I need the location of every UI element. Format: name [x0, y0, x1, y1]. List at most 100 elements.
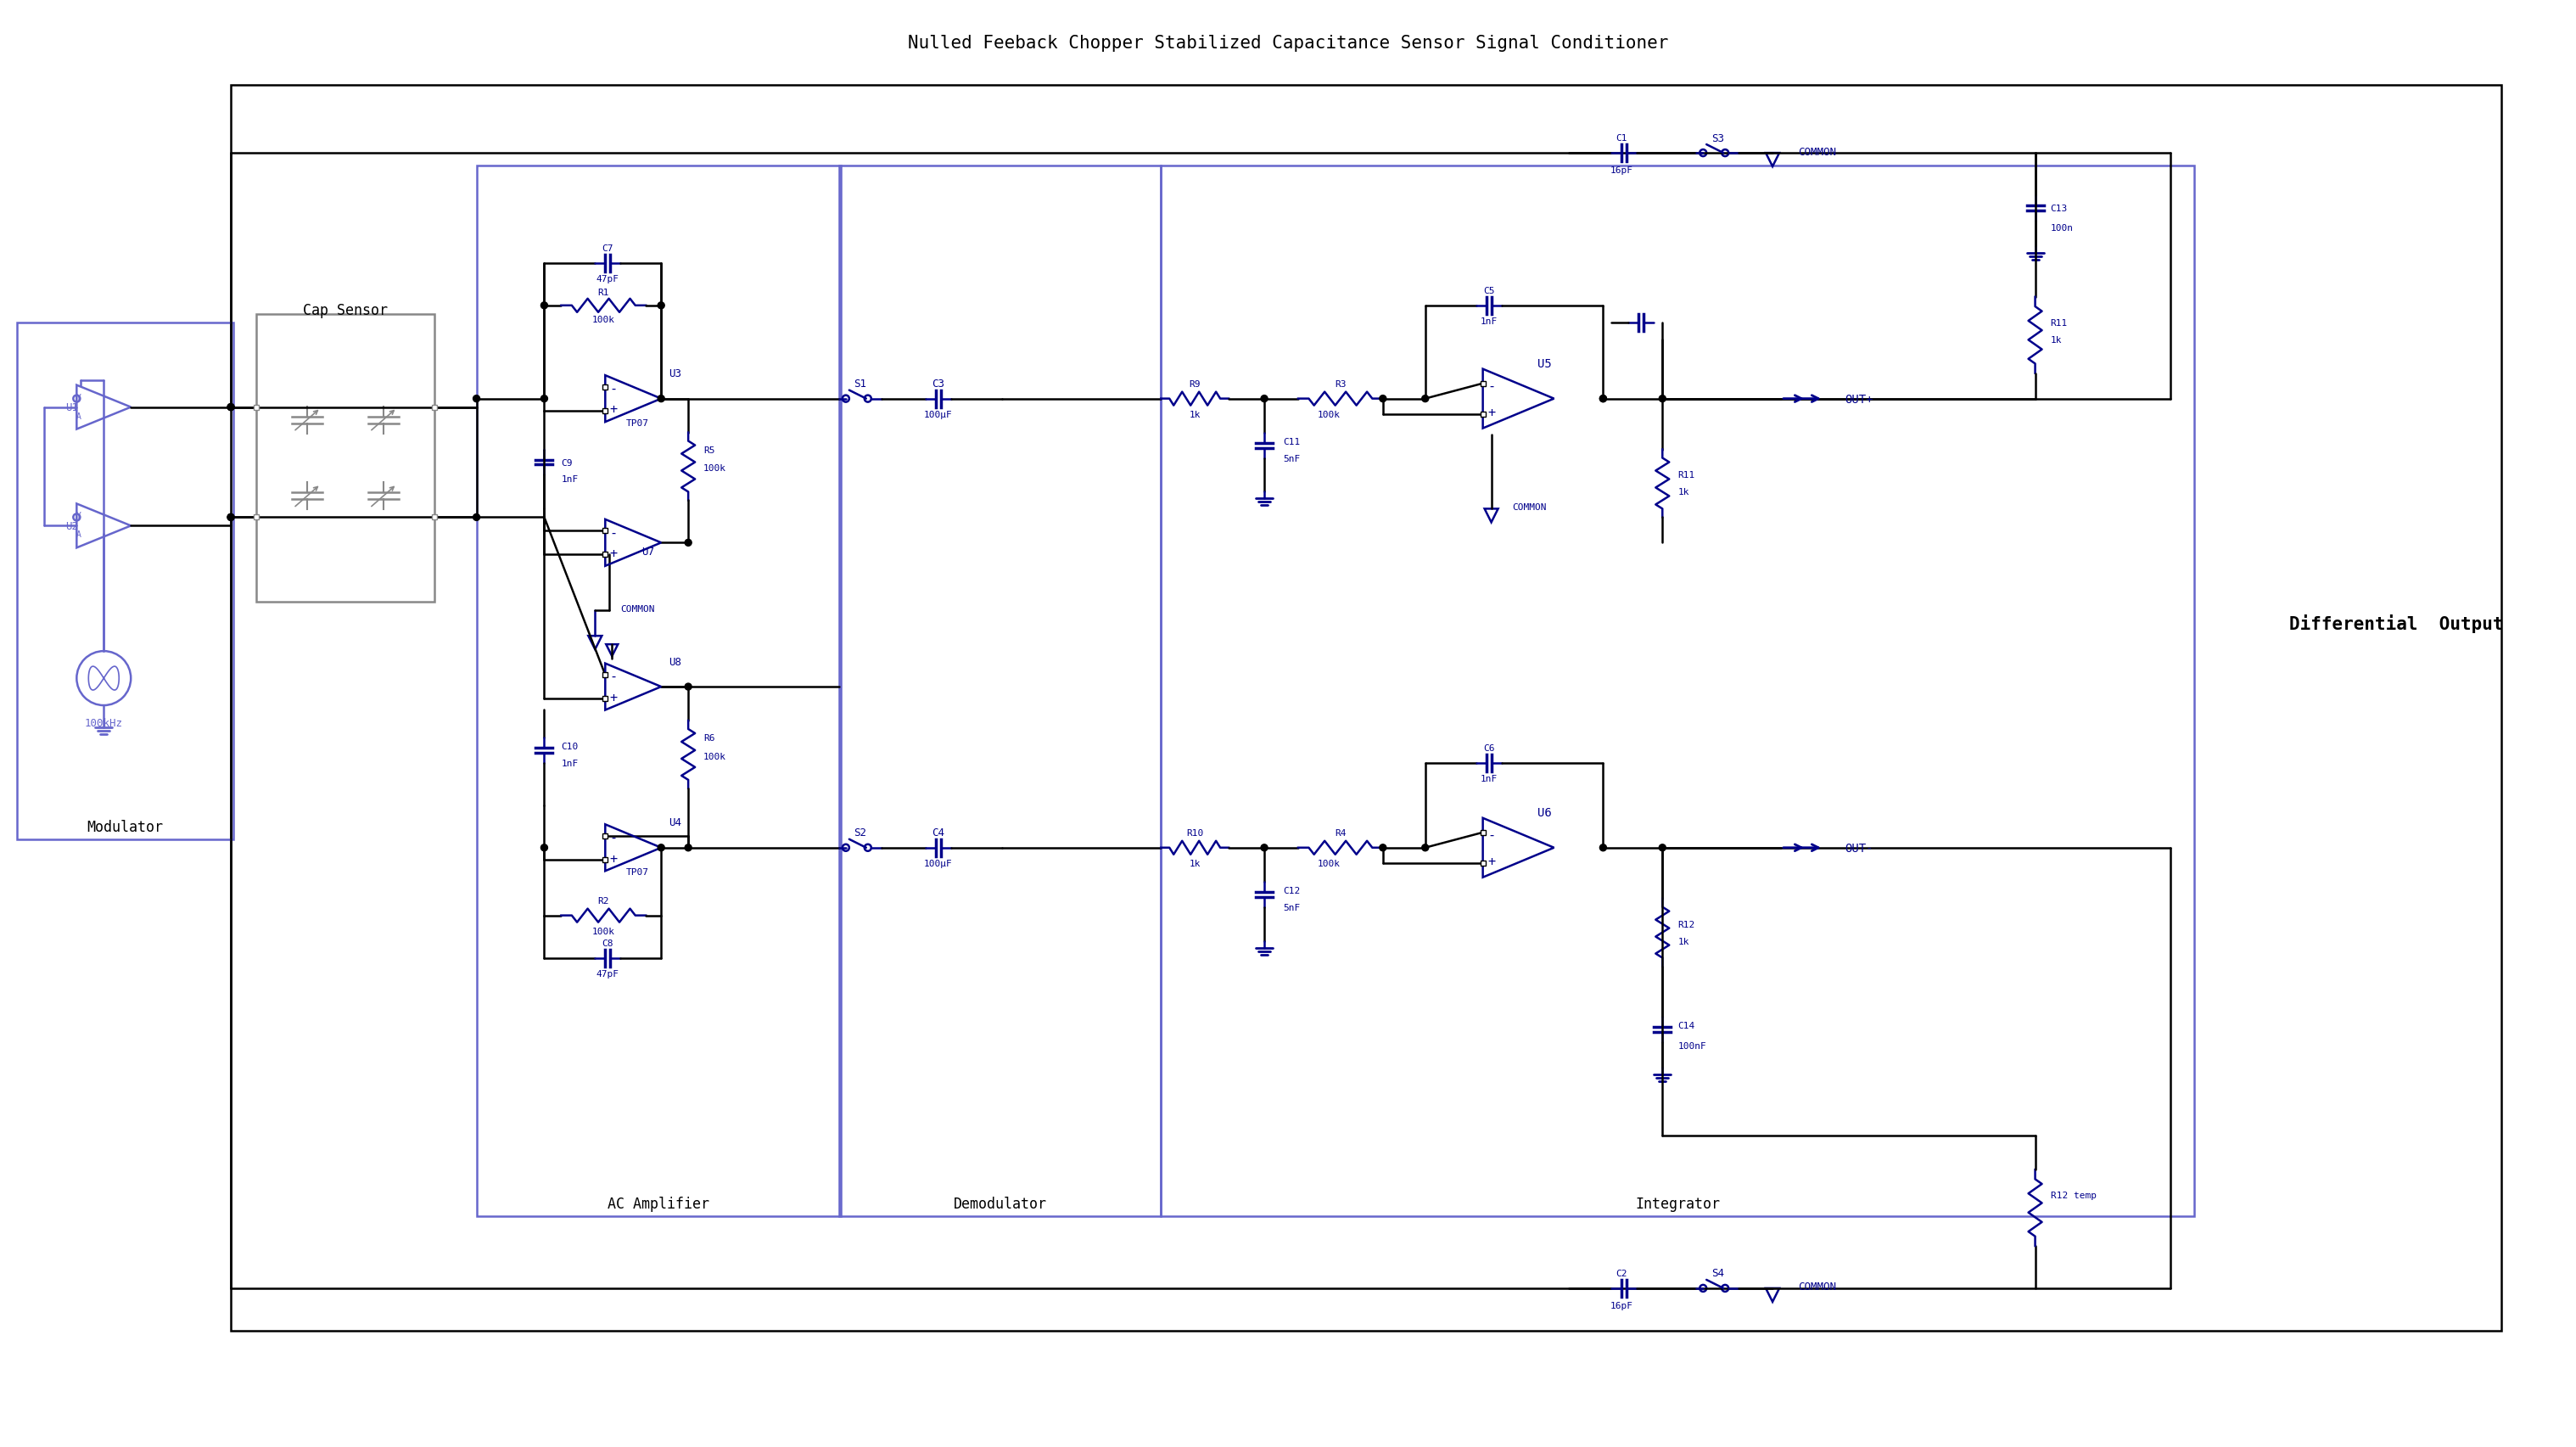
Text: 5nF: 5nF: [1283, 903, 1301, 912]
Text: 100k: 100k: [703, 464, 726, 473]
Bar: [1481, 861, 1486, 865]
Text: S4: S4: [1710, 1268, 1723, 1279]
Text: +: +: [1486, 407, 1494, 418]
Text: C7: C7: [603, 245, 613, 253]
Text: 100μF: 100μF: [925, 410, 953, 418]
Text: -: -: [611, 527, 618, 540]
Circle shape: [541, 845, 549, 851]
Circle shape: [1422, 396, 1430, 402]
Circle shape: [227, 514, 234, 521]
Bar: [603, 385, 608, 389]
Text: C14: C14: [1677, 1022, 1695, 1030]
Text: +: +: [611, 404, 618, 417]
Circle shape: [1422, 845, 1430, 851]
Text: Cap Sensor: Cap Sensor: [304, 302, 386, 318]
Circle shape: [1260, 845, 1267, 851]
Text: 1nF: 1nF: [1481, 774, 1497, 783]
Text: R9: R9: [1190, 379, 1200, 388]
Text: 100k: 100k: [1316, 860, 1340, 867]
Text: +: +: [611, 547, 618, 560]
Text: A: A: [75, 531, 80, 538]
Circle shape: [1381, 845, 1386, 851]
Text: -: -: [611, 382, 618, 395]
Circle shape: [1260, 396, 1267, 402]
Bar: [603, 408, 608, 414]
Text: 1nF: 1nF: [562, 760, 580, 767]
Text: 100k: 100k: [703, 752, 726, 761]
Text: OUT+: OUT+: [1844, 394, 1873, 405]
Bar: [1481, 412, 1486, 417]
Text: 47pF: 47pF: [595, 275, 618, 284]
Text: 1nF: 1nF: [1481, 317, 1497, 326]
Text: C3: C3: [933, 379, 945, 389]
Text: U2: U2: [64, 521, 77, 531]
Circle shape: [657, 396, 665, 402]
Text: R11: R11: [1677, 472, 1695, 479]
Text: 100k: 100k: [592, 315, 616, 324]
Text: 16pF: 16pF: [1610, 166, 1633, 175]
Text: R3: R3: [1334, 379, 1347, 388]
Text: -: -: [611, 831, 618, 844]
Text: +: +: [611, 692, 618, 703]
Text: U4: U4: [670, 818, 683, 828]
Text: TP07: TP07: [626, 418, 649, 427]
Bar: [252, 405, 258, 410]
Bar: [252, 515, 258, 521]
Text: R4: R4: [1334, 829, 1347, 836]
Bar: [603, 528, 608, 534]
Text: C5: C5: [1484, 287, 1494, 295]
Bar: [1481, 382, 1486, 386]
Bar: [840, 166, 1162, 1217]
Text: COMMON: COMMON: [1798, 146, 1837, 158]
Text: 100n: 100n: [2050, 224, 2074, 233]
Text: COMMON: COMMON: [1512, 504, 1546, 512]
Bar: [433, 515, 438, 521]
Text: U7: U7: [641, 546, 654, 557]
Text: R11: R11: [2050, 318, 2069, 327]
Text: +: +: [1486, 855, 1494, 868]
Text: U1: U1: [64, 402, 77, 414]
Bar: [255, 314, 435, 602]
Circle shape: [474, 396, 479, 402]
Circle shape: [1600, 845, 1607, 851]
Text: S1: S1: [853, 379, 866, 389]
Text: R1: R1: [598, 288, 611, 297]
Text: -: -: [1486, 379, 1494, 392]
Circle shape: [1600, 396, 1607, 402]
Text: R12: R12: [1677, 920, 1695, 929]
Bar: [18, 323, 234, 839]
Text: Integrator: Integrator: [1636, 1197, 1721, 1211]
Text: OUT-: OUT-: [1844, 842, 1873, 854]
Text: R12 temp: R12 temp: [2050, 1191, 2097, 1200]
Text: Modulator: Modulator: [88, 819, 162, 835]
Circle shape: [474, 514, 479, 521]
Text: COMMON: COMMON: [1798, 1281, 1837, 1292]
Text: Y: Y: [75, 512, 80, 521]
Text: 100kHz: 100kHz: [85, 718, 124, 728]
Circle shape: [657, 845, 665, 851]
Text: C6: C6: [1484, 744, 1494, 752]
Circle shape: [685, 845, 690, 851]
Text: C2: C2: [1615, 1269, 1628, 1278]
Text: 1k: 1k: [1677, 488, 1690, 496]
Text: A: A: [75, 412, 80, 420]
Bar: [1481, 831, 1486, 835]
Bar: [603, 857, 608, 862]
Circle shape: [685, 540, 690, 547]
Text: AC Amplifier: AC Amplifier: [608, 1197, 708, 1211]
Bar: [232, 85, 2501, 1331]
Text: -: -: [611, 670, 618, 683]
Circle shape: [541, 396, 549, 402]
Circle shape: [1659, 845, 1667, 851]
Bar: [433, 405, 438, 410]
Circle shape: [227, 514, 234, 521]
Text: COMMON: COMMON: [621, 605, 654, 614]
Text: C10: C10: [562, 742, 580, 751]
Text: TP07: TP07: [626, 867, 649, 875]
Circle shape: [227, 404, 234, 411]
Text: 1nF: 1nF: [562, 476, 580, 483]
Text: -: -: [1486, 828, 1494, 841]
Text: C4: C4: [933, 828, 945, 838]
Text: 100k: 100k: [1316, 410, 1340, 418]
Bar: [603, 696, 608, 702]
